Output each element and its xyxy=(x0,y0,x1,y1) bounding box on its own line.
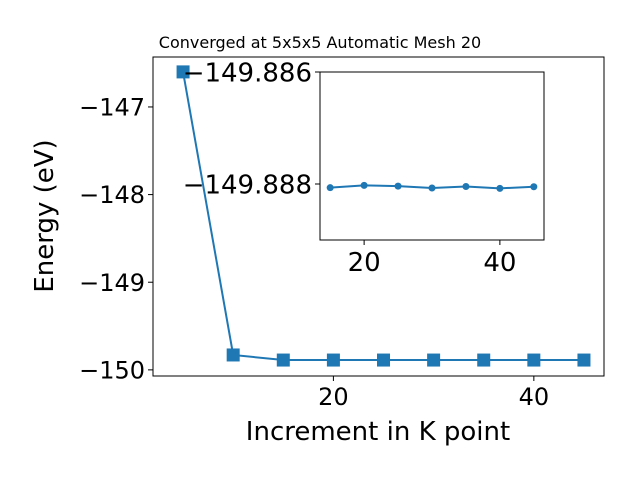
main-x-ticks: 20 40 xyxy=(318,376,549,411)
main-y-tick-label: −147 xyxy=(79,94,145,122)
inset-axes: 20 40 −149.888−149.886 xyxy=(183,58,545,278)
main-y-tick-label: −150 xyxy=(79,357,145,385)
main-y-tick-label: −149 xyxy=(79,269,145,297)
main-data-point xyxy=(577,353,591,367)
inset-data-point xyxy=(360,181,368,189)
main-x-tick-label: 40 xyxy=(519,383,550,411)
inset-data-point xyxy=(462,182,470,190)
main-data-point xyxy=(427,353,441,367)
inset-data-point xyxy=(326,184,334,192)
inset-y-tick-label: −149.886 xyxy=(183,58,312,88)
main-data-point xyxy=(377,353,391,367)
inset-data-point xyxy=(428,184,436,192)
main-y-tick-label: −148 xyxy=(79,181,145,209)
main-data-point xyxy=(176,65,190,79)
main-series xyxy=(176,65,591,367)
inset-x-tick-label: 40 xyxy=(483,248,516,278)
inset-x-tick-label: 20 xyxy=(348,248,381,278)
main-data-point xyxy=(477,353,491,367)
inset-plot-frame xyxy=(319,71,545,241)
inset-x-ticks: 20 40 xyxy=(348,240,516,278)
main-data-point xyxy=(527,353,541,367)
inset-y-ticks: −149.888 −149.886 xyxy=(183,58,320,200)
inset-series xyxy=(326,181,538,192)
y-axis-label: Energy (eV) xyxy=(30,139,60,292)
main-y-ticks: −147 −148 −149 −150 xyxy=(79,94,153,385)
main-data-point xyxy=(276,353,290,367)
inset-data-point xyxy=(394,182,402,190)
main-data-point xyxy=(226,348,240,362)
main-x-tick-label: 20 xyxy=(318,383,349,411)
inset-data-point xyxy=(530,183,538,191)
chart-title: Converged at 5x5x5 Automatic Mesh 20 xyxy=(159,33,481,52)
x-axis-label: Increment in K point xyxy=(246,417,510,447)
inset-y-tick-label: −149.888 xyxy=(183,170,312,200)
main-data-point xyxy=(326,353,340,367)
inset-data-point xyxy=(496,184,504,192)
